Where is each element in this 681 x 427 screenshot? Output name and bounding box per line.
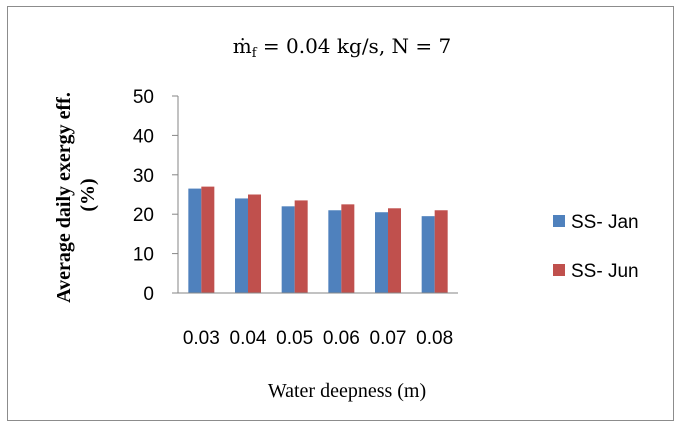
bar-ss-jan-0.06 bbox=[328, 210, 342, 293]
x-axis-label: Water deepness (m) bbox=[268, 380, 426, 402]
bar-ss-jun-0.06 bbox=[341, 204, 355, 293]
chart-title: ṁf = 0.04 kg/s, N = 7 bbox=[233, 34, 451, 61]
bar-ss-jan-0.03 bbox=[188, 188, 202, 293]
bar-ss-jun-0.08 bbox=[434, 210, 448, 293]
legend-swatch-ss-jun bbox=[553, 264, 565, 276]
legend-label-ss-jan: SS- Jan bbox=[571, 212, 639, 233]
bar-ss-jan-0.04 bbox=[235, 198, 248, 293]
bar-ss-jun-0.03 bbox=[201, 186, 215, 293]
legend-swatch-ss-jan bbox=[553, 215, 565, 227]
bar-ss-jan-0.08 bbox=[421, 216, 435, 293]
bar-ss-jun-0.04 bbox=[248, 194, 261, 293]
x-tick-label: 0.08 bbox=[416, 328, 453, 349]
y-tick-label: 20 bbox=[133, 205, 154, 226]
chart-legend: SS- Jan SS- Jun bbox=[553, 212, 639, 282]
y-axis-label: Average daily exergy eff. (%) bbox=[53, 87, 99, 303]
chart-title-rest: = 0.04 kg/s, N = 7 bbox=[257, 34, 452, 58]
y-axis-label-line-1: Average daily exergy eff. bbox=[53, 92, 75, 303]
legend-label-ss-jun: SS- Jun bbox=[571, 261, 639, 282]
chart-title-main: ṁ bbox=[233, 34, 252, 58]
y-axis-label-line-2: (%) bbox=[77, 178, 99, 211]
bar-series-group bbox=[188, 186, 448, 293]
y-tick-label: 50 bbox=[133, 87, 154, 108]
bar-ss-jun-0.05 bbox=[294, 200, 308, 293]
y-tick-label: 40 bbox=[133, 126, 154, 147]
x-tick-label: 0.05 bbox=[276, 328, 313, 349]
bar-ss-jun-0.07 bbox=[388, 208, 401, 293]
x-tick-label: 0.04 bbox=[230, 328, 267, 349]
y-tick-label: 0 bbox=[143, 284, 154, 305]
y-axis-ticks: 0 10 20 30 40 50 bbox=[133, 87, 178, 305]
y-tick-label: 10 bbox=[133, 245, 154, 266]
bar-ss-jan-0.07 bbox=[375, 212, 388, 293]
y-tick-label: 30 bbox=[133, 166, 154, 187]
x-tick-label: 0.06 bbox=[323, 328, 360, 349]
chart-title-subscript: f bbox=[252, 46, 258, 61]
x-tick-label: 0.07 bbox=[370, 328, 407, 349]
x-axis-tick-labels: 0.03 0.04 0.05 0.06 0.07 0.08 bbox=[183, 328, 453, 349]
bar-ss-jan-0.05 bbox=[281, 206, 295, 293]
x-tick-label: 0.03 bbox=[183, 328, 220, 349]
